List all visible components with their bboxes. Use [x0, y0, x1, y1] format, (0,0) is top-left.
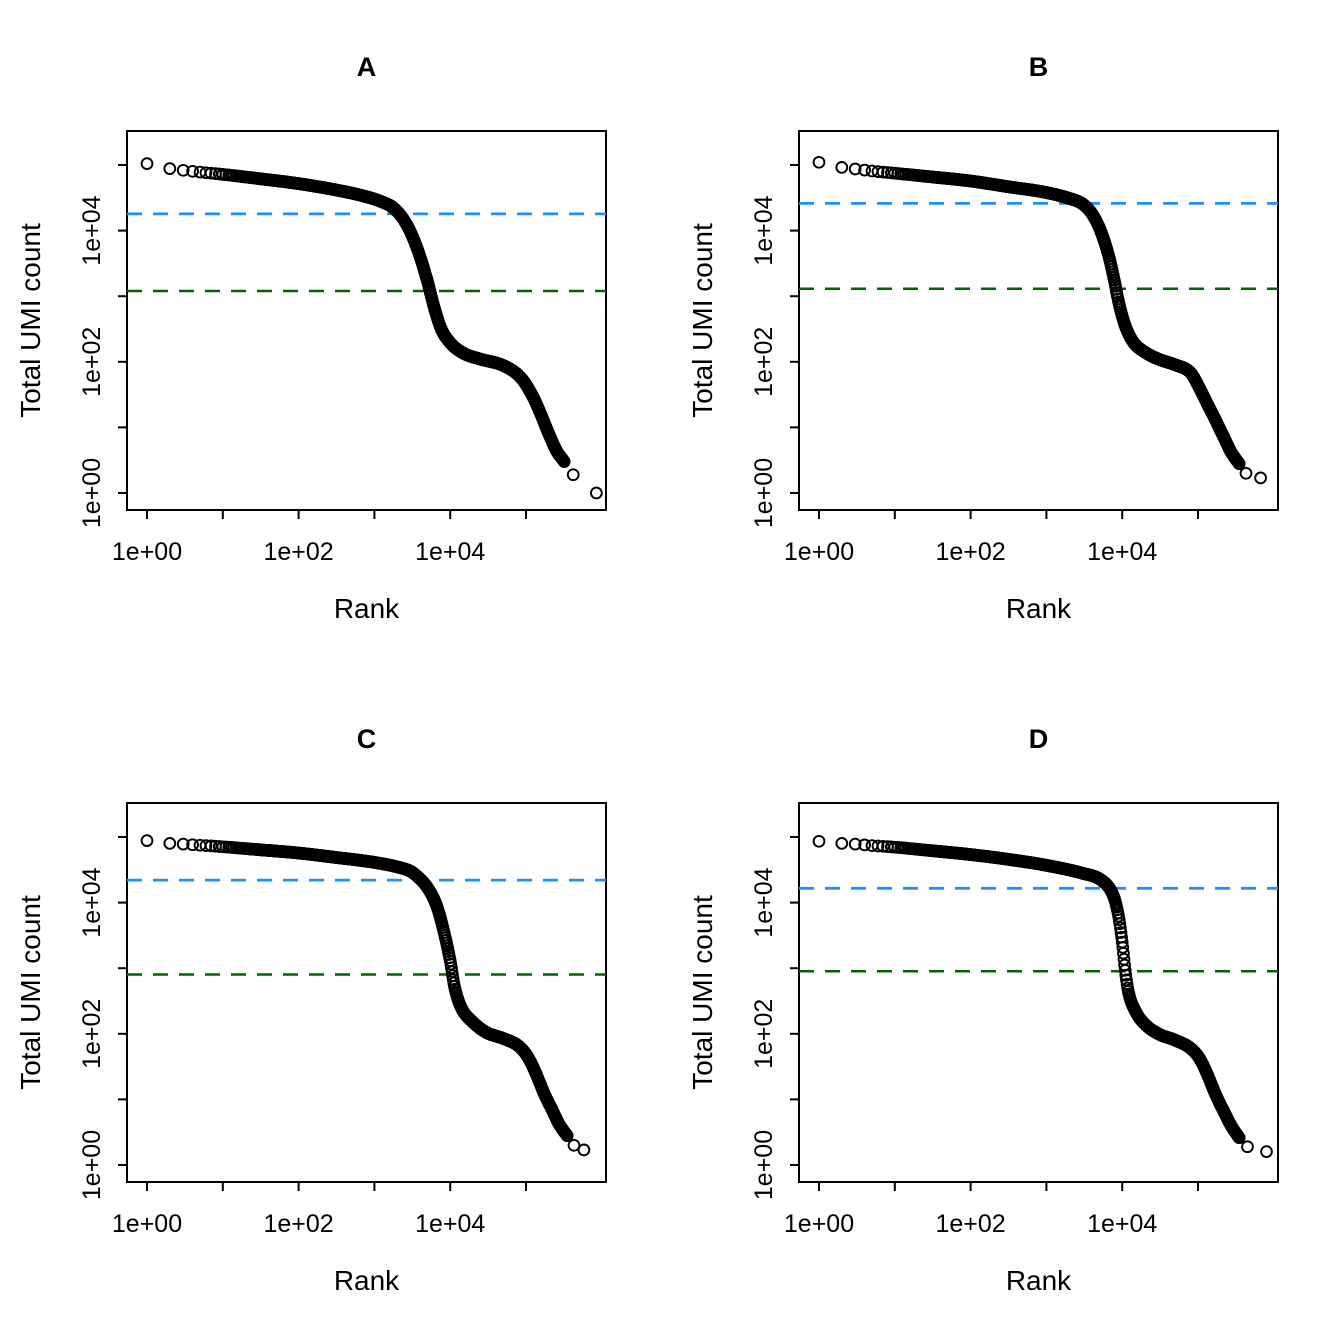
y-axis-label: Total UMI count [15, 895, 46, 1090]
y-tick-label: 1e+00 [78, 458, 106, 528]
tail-point [566, 468, 580, 482]
panel-title: A [357, 52, 377, 82]
y-tick-label: 1e+02 [750, 327, 778, 397]
panel-title: C [357, 724, 377, 754]
plot-box [126, 130, 607, 511]
tail-point [1241, 1140, 1254, 1154]
y-axis-label: Total UMI count [687, 895, 718, 1090]
x-tick-label: 1e+02 [263, 538, 333, 566]
plot-box [126, 802, 607, 1183]
tail-point [1254, 471, 1267, 485]
y-tick-label: 1e+02 [78, 999, 106, 1069]
x-axis-label: Rank [1006, 1265, 1072, 1296]
x-tick-label: 1e+02 [935, 1210, 1005, 1238]
y-tick-label: 1e+02 [78, 327, 106, 397]
x-axis-label: Rank [334, 1265, 400, 1296]
y-tick-label: 1e+04 [750, 867, 778, 937]
x-tick-label: 1e+00 [784, 538, 854, 566]
y-tick-label: 1e+04 [78, 867, 106, 937]
axis-ticks [790, 836, 1199, 1191]
tail-point [1239, 466, 1253, 480]
data-points [140, 157, 603, 500]
y-tick-label: 1e+00 [750, 1130, 778, 1200]
y-tick-label: 1e+02 [750, 999, 778, 1069]
data-points [812, 155, 1267, 485]
y-axis-label: Total UMI count [15, 223, 46, 418]
y-tick-label: 1e+04 [750, 195, 778, 265]
axis-ticks [118, 836, 527, 1191]
x-tick-label: 1e+02 [935, 538, 1005, 566]
y-tick-label: 1e+00 [750, 458, 778, 528]
panel-title: D [1029, 724, 1049, 754]
x-tick-label: 1e+00 [112, 538, 182, 566]
y-tick-label: 1e+04 [78, 195, 106, 265]
x-tick-label: 1e+04 [1087, 538, 1157, 566]
x-tick-label: 1e+00 [784, 1210, 854, 1238]
y-axis-label: Total UMI count [687, 223, 718, 418]
tail-point [577, 1143, 591, 1157]
plot-box [798, 802, 1279, 1183]
plot-box [798, 130, 1279, 511]
data-points [812, 834, 1273, 1158]
tail-point [590, 486, 603, 500]
x-axis-label: Rank [334, 593, 400, 624]
x-tick-label: 1e+00 [112, 1210, 182, 1238]
tail-point [567, 1138, 581, 1152]
x-tick-label: 1e+04 [1087, 1210, 1157, 1238]
panel-title: B [1029, 52, 1049, 82]
x-tick-label: 1e+02 [263, 1210, 333, 1238]
x-tick-label: 1e+04 [415, 1210, 485, 1238]
data-points [140, 834, 591, 1157]
y-tick-label: 1e+00 [78, 1130, 106, 1200]
x-axis-label: Rank [1006, 593, 1072, 624]
axis-ticks [790, 164, 1199, 519]
x-tick-label: 1e+04 [415, 538, 485, 566]
axis-ticks [118, 164, 527, 519]
tail-point [1260, 1145, 1273, 1158]
